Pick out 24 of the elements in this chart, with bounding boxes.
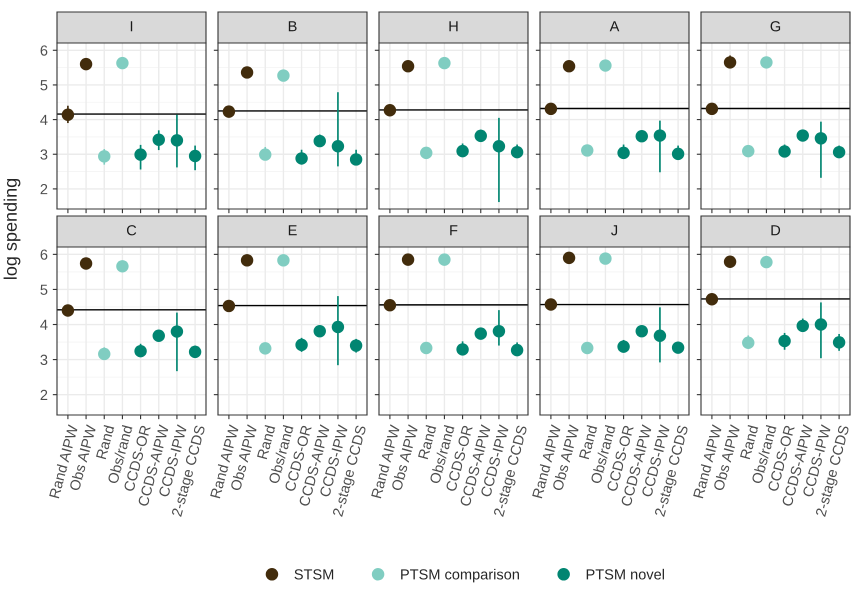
legend-label: STSM (294, 569, 334, 580)
chart-title: C (126, 225, 136, 236)
y-tick-label: 2 (40, 390, 48, 400)
y-tick-label: 4 (40, 114, 48, 125)
y-tick-label: 3 (40, 149, 48, 160)
y-tick-label: 6 (40, 249, 48, 260)
y-tick-label: 5 (40, 80, 48, 90)
y-tick-label: 3 (40, 354, 48, 366)
chart-title: B (288, 21, 297, 32)
legend-label: PTSM comparison (401, 568, 519, 582)
y-tick-label: 4 (40, 320, 48, 330)
y-tick-label: 2 (40, 184, 48, 194)
chart-title: D (771, 225, 780, 236)
y-tick-label: 6 (40, 45, 48, 56)
chart-title: F (450, 225, 458, 236)
chart-title: I (130, 21, 132, 32)
chart-title: E (288, 225, 297, 236)
chart-title: G (770, 21, 780, 32)
chart-title: A (610, 21, 620, 32)
chart-title: J (611, 225, 618, 236)
chart-title: H (449, 21, 458, 32)
y-axis-title: log spending (4, 178, 20, 279)
legend-label: PTSM novel (586, 568, 664, 580)
y-tick-label: 5 (40, 284, 48, 295)
